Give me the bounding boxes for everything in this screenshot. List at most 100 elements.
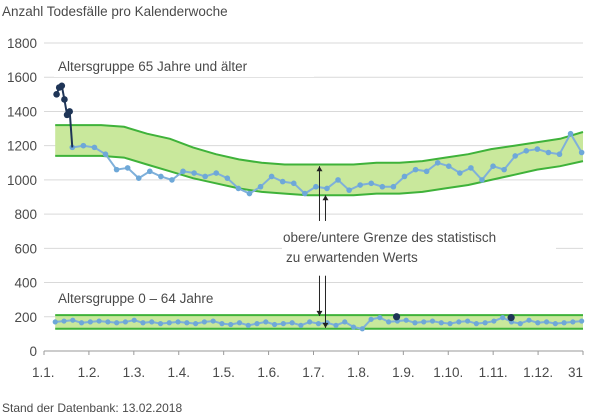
series-0-64-point	[359, 326, 365, 332]
series-65-point	[202, 173, 208, 180]
series-65-point	[567, 130, 574, 137]
series-65-point	[545, 149, 552, 156]
series-0-64-point	[228, 321, 234, 328]
series-0-64-point	[254, 321, 260, 327]
series-65-point	[124, 165, 131, 171]
series-65-point	[457, 170, 463, 176]
series-65-point	[490, 163, 496, 169]
series-0-64-point	[473, 321, 479, 327]
series-65-point	[147, 168, 153, 175]
series-0-64-point	[78, 320, 85, 326]
group-label-bg-0-64	[54, 288, 276, 308]
series-65-point	[324, 185, 330, 192]
series-0-64-point	[280, 321, 286, 327]
series-0-64-point	[70, 317, 76, 323]
series-0-64-point	[140, 320, 146, 326]
group-label-65: Altersgruppe 65 Jahre und älter	[58, 59, 248, 74]
band-65-fill	[55, 125, 583, 196]
x-tick-label: 1.9.	[392, 365, 415, 380]
series-65-point	[268, 173, 275, 180]
series-0-64-point	[333, 322, 339, 328]
series-0-64-point	[245, 322, 251, 328]
series-0-64-point	[491, 318, 497, 324]
group-label-0-64: Altersgruppe 0 – 64 Jahre	[58, 291, 213, 306]
y-tick-label: 1800	[7, 36, 37, 51]
series-0-64-point	[412, 320, 418, 326]
x-tick-label: 1.12.	[523, 365, 553, 380]
series-65-point	[279, 178, 286, 185]
series-0-64-point	[500, 315, 506, 321]
series-0-64-point	[447, 321, 453, 327]
arrow-lower-0-64-head	[322, 322, 329, 328]
series-65-point	[357, 182, 363, 188]
y-tick-label: 1200	[7, 139, 37, 154]
x-tick-label: 31	[568, 365, 583, 380]
series-65-point	[479, 177, 485, 183]
y-tick-label: 600	[14, 241, 37, 256]
series-0-64-point	[122, 319, 129, 325]
series-65-point	[523, 148, 530, 154]
series-65-point	[346, 187, 352, 193]
series-65-point	[534, 146, 541, 152]
series-65-point	[412, 166, 419, 173]
arrow-lower-65-head	[322, 195, 329, 201]
x-tick-label: 1.10.	[433, 365, 463, 380]
series-0-64-point	[307, 319, 313, 325]
series-65-point	[135, 175, 142, 181]
series-65-point	[401, 173, 408, 180]
x-tick-label: 1.3.	[123, 365, 146, 380]
series-0-64-point	[114, 320, 120, 326]
series-65-point	[235, 185, 242, 192]
series-65-point	[335, 177, 341, 183]
series-0-64-point	[131, 317, 137, 323]
series-0-64-point	[579, 318, 585, 324]
x-tick-label: 1.2.	[78, 365, 101, 380]
y-tick-label: 0	[29, 344, 37, 359]
series-0-64-point	[289, 320, 295, 326]
series-0-64-highlight-point	[392, 313, 401, 321]
series-65-point	[246, 190, 253, 197]
series-0-64-point	[219, 321, 225, 327]
annotation-arrows	[316, 166, 329, 328]
series-65-point	[302, 190, 308, 197]
series-65-point	[158, 173, 164, 180]
series-0-64-point	[421, 319, 427, 325]
series-0-64-point	[464, 318, 471, 324]
series-0-64-highlight-point	[507, 314, 515, 322]
series-0-64-point	[482, 320, 488, 326]
series-0-64-point	[87, 319, 93, 325]
band-65-upper-bound	[55, 124, 584, 166]
series-0-64-point	[166, 320, 172, 326]
series-0-64-point	[298, 322, 304, 328]
series-0-64-point	[456, 319, 462, 325]
series-65-point	[501, 166, 507, 173]
series-65-point	[368, 180, 375, 187]
series-0-64-point	[570, 319, 576, 325]
series-0-64-point	[201, 319, 207, 325]
annotation-line-1: obere/untere Grenze des statistisch	[283, 230, 496, 245]
labels: Altersgruppe 65 Jahre und älter Altersgr…	[54, 55, 556, 308]
series-0-64-point	[236, 320, 243, 326]
y-tick-label: 400	[14, 276, 37, 291]
arrow-upper-65-head	[316, 166, 323, 172]
series-0-64-point	[517, 321, 523, 327]
y-tick-label: 1600	[7, 70, 37, 85]
series-0-64-point	[552, 321, 558, 327]
x-tick-label: 1.4.	[167, 365, 190, 380]
series-65-recent-point	[61, 96, 68, 103]
series-65-point	[390, 183, 397, 190]
series-65-point	[191, 170, 197, 176]
series-0-64-point	[350, 324, 357, 330]
series-65-recent-point	[58, 82, 66, 90]
series-65-point	[180, 168, 186, 175]
series-0-64-point	[61, 318, 67, 324]
series-layer	[52, 82, 585, 332]
series-65-point	[113, 166, 120, 173]
series-65-point	[257, 183, 264, 190]
series-65-point	[512, 153, 519, 159]
series-65-point	[91, 144, 98, 151]
series-65-point	[169, 177, 175, 183]
series-0-64-point	[263, 319, 269, 325]
y-tick-label: 1400	[7, 104, 37, 119]
